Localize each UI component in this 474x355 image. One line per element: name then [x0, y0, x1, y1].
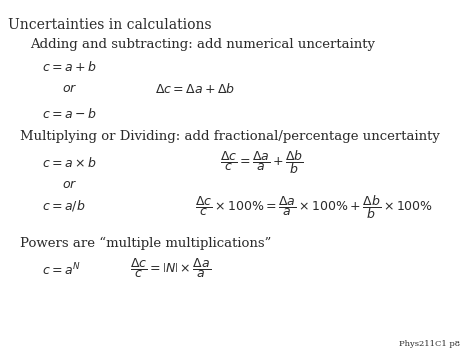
Text: $\dfrac{\Delta c}{c} \times 100\% = \dfrac{\Delta a}{a} \times 100\% + \dfrac{\D: $\dfrac{\Delta c}{c} \times 100\% = \dfr…	[195, 193, 433, 221]
Text: $c = a^{N}$: $c = a^{N}$	[42, 262, 81, 279]
Text: $\dfrac{\Delta c}{c} = \dfrac{\Delta a}{a} + \dfrac{\Delta b}{b}$: $\dfrac{\Delta c}{c} = \dfrac{\Delta a}{…	[220, 148, 304, 176]
Text: $\mathit{or}$: $\mathit{or}$	[62, 178, 77, 191]
Text: Phys211C1 p8: Phys211C1 p8	[399, 340, 460, 348]
Text: Multiplying or Dividing: add fractional/percentage uncertainty: Multiplying or Dividing: add fractional/…	[20, 130, 440, 143]
Text: $c = a/b$: $c = a/b$	[42, 198, 85, 213]
Text: Powers are “multiple multiplications”: Powers are “multiple multiplications”	[20, 237, 272, 250]
Text: $c = a + b$: $c = a + b$	[42, 60, 97, 74]
Text: $c = a - b$: $c = a - b$	[42, 107, 97, 121]
Text: $\Delta c = \Delta a + \Delta b$: $\Delta c = \Delta a + \Delta b$	[155, 82, 235, 96]
Text: $c = a \times b$: $c = a \times b$	[42, 156, 97, 170]
Text: $\dfrac{\Delta c}{c} = \left|N\right| \times \dfrac{\Delta a}{a}$: $\dfrac{\Delta c}{c} = \left|N\right| \t…	[130, 256, 211, 280]
Text: $\mathit{or}$: $\mathit{or}$	[62, 82, 77, 95]
Text: Adding and subtracting: add numerical uncertainty: Adding and subtracting: add numerical un…	[30, 38, 375, 51]
Text: Uncertainties in calculations: Uncertainties in calculations	[8, 18, 211, 32]
